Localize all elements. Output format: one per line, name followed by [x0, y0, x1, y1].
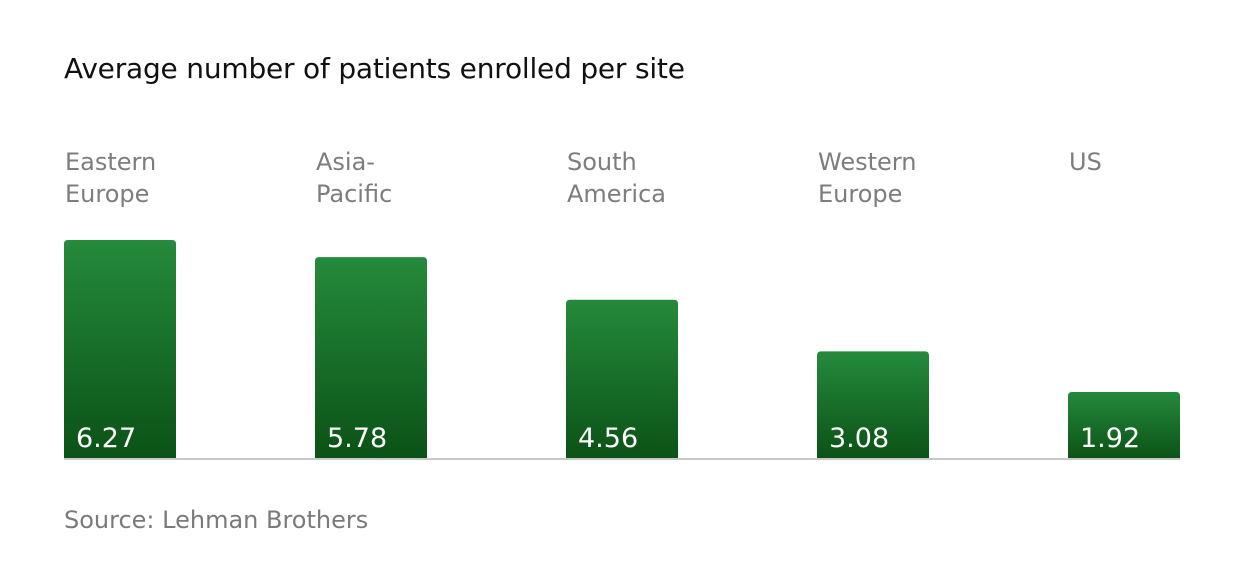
- bar-3: [817, 351, 929, 459]
- bars-layer: Eastern Europe 6.27 Asia- Pacific 5.78 South Am…: [64, 148, 1180, 459]
- category-label-4: US: [1069, 148, 1102, 176]
- category-label-line: South: [567, 148, 637, 176]
- bar-2: [566, 299, 678, 459]
- bar-1: [315, 257, 427, 459]
- value-label-4: 1.92: [1080, 423, 1140, 454]
- category-label-line: US: [1069, 148, 1102, 176]
- bar-0: [64, 240, 176, 459]
- source-note: Source: Lehman Brothers: [64, 506, 369, 534]
- category-label-line: Western: [818, 148, 916, 176]
- category-label-line: Eastern: [65, 148, 156, 176]
- category-label-3: Western Europe: [818, 148, 916, 208]
- chart-title: Average number of patients enrolled per …: [64, 52, 685, 85]
- category-label-2: South America: [567, 148, 666, 208]
- category-label-line: Pacific: [316, 180, 392, 208]
- bar-4: [1068, 391, 1180, 459]
- value-label-1: 5.78: [327, 423, 387, 454]
- value-label-0: 6.27: [76, 423, 136, 454]
- category-label-line: Europe: [65, 180, 149, 208]
- category-label-0: Eastern Europe: [65, 148, 156, 208]
- category-label-line: America: [567, 180, 666, 208]
- value-label-3: 3.08: [829, 423, 889, 454]
- category-label-line: Europe: [818, 180, 902, 208]
- category-label-1: Asia- Pacific: [316, 148, 392, 208]
- category-label-line: Asia-: [316, 148, 375, 176]
- value-label-2: 4.56: [578, 423, 638, 454]
